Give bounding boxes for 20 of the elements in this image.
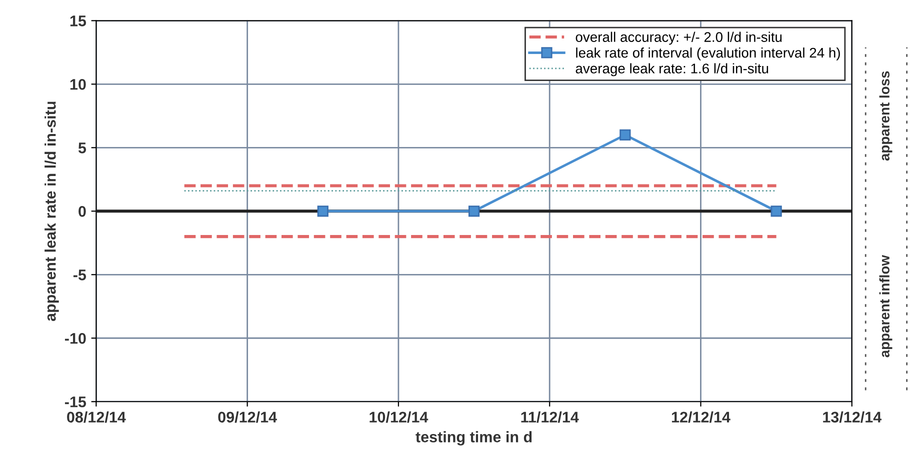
y-axis-title: apparent leak rate in l/d in-situ <box>44 102 59 322</box>
legend-label: leak rate of interval (evalution interval 24 h) <box>576 47 840 60</box>
y-tick-label: -10 <box>64 333 86 344</box>
y-tick-label: 5 <box>78 142 86 154</box>
y-tick-label: 15 <box>70 16 86 26</box>
legend-label: average leak rate: 1.6 l/d in-situ <box>576 63 768 76</box>
x-tick-label: 11/12/14 <box>521 411 579 423</box>
x-axis-title: testing time in d <box>416 431 532 446</box>
x-tick-label: 10/12/14 <box>370 411 428 423</box>
y-tick-label: 0 <box>78 206 86 217</box>
x-tick-label: 08/12/14 <box>67 411 126 423</box>
text: apparent inflow <box>879 255 892 358</box>
y-tick-label: -15 <box>64 396 86 408</box>
x-tick-label: 09/12/14 <box>218 411 277 423</box>
y-tick-label: -5 <box>73 270 86 280</box>
x-tick-label: 13/12/14 <box>823 411 882 423</box>
text: apparent loss <box>879 71 892 161</box>
x-tick-label: 12/12/14 <box>672 411 730 423</box>
legend-label: overall accuracy: +/- 2.0 l/d in-situ <box>576 32 782 45</box>
y-tick-label: 10 <box>70 79 86 90</box>
